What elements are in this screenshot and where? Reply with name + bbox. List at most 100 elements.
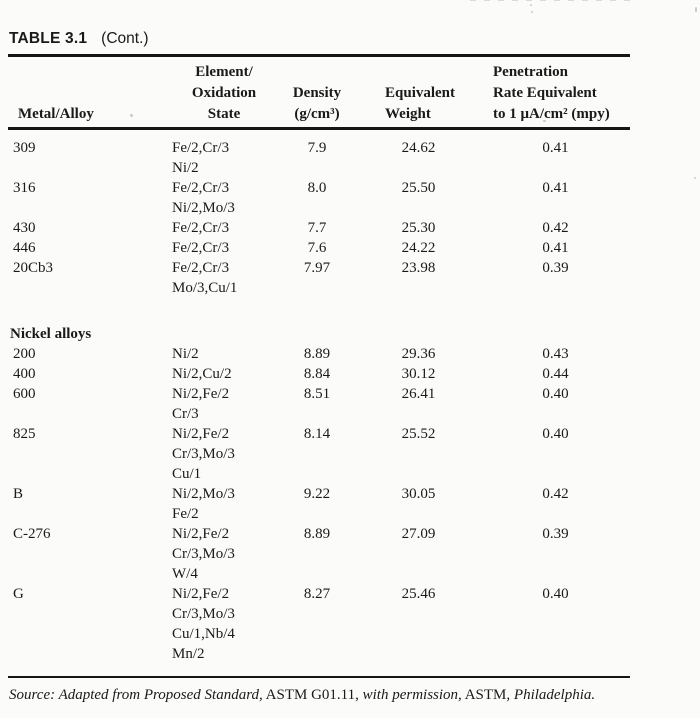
cell-oxidation-state: Fe/2,Cr/3 Mo/3,Cu/1	[170, 258, 278, 298]
rule-under-header	[8, 126, 630, 130]
cell-oxidation-state: Ni/2,Fe/2 Cr/3,Mo/3 Cu/1,Nb/4 Mn/2	[170, 584, 278, 664]
cell-metal-alloy: 446	[13, 239, 36, 256]
cell-density: 9.22	[303, 485, 331, 502]
cell-equivalent-weight: 23.98	[401, 259, 436, 276]
oxidation-state-line: Ni/2,Fe/2	[172, 585, 230, 602]
cell-penetration-rate: 0.40	[542, 425, 569, 442]
cell-equivalent-weight: 27.09	[401, 525, 436, 542]
cell-equivalent-weight: 26.41	[401, 385, 436, 402]
oxidation-state-line: Mn/2	[172, 645, 205, 662]
cell-density: 8.84	[303, 365, 331, 382]
header-line: Rate Equivalent	[493, 84, 597, 101]
table-title-continuation: (Cont.)	[101, 30, 149, 47]
cell-equivalent-weight: 30.05	[401, 485, 436, 502]
oxidation-state-line: Ni/2,Fe/2	[172, 525, 230, 542]
table-title: TABLE 3.1 (Cont.)	[9, 30, 630, 48]
table-row: 309 Fe/2,Cr/3 Ni/2 7.9 24.62 0.41	[8, 138, 630, 178]
cell-oxidation-state: Ni/2,Cu/2	[170, 364, 278, 384]
cell-density: 8.51	[303, 385, 331, 402]
oxidation-state-line: Fe/2,Cr/3	[172, 239, 230, 256]
oxidation-state-line: Cu/1	[172, 465, 202, 482]
header-line: Oxidation	[191, 84, 257, 101]
table-row: 200 Ni/2 8.89 29.36 0.43	[8, 344, 630, 364]
table-row: B Ni/2,Mo/3 Fe/2 9.22 30.05 0.42	[8, 484, 630, 524]
cell-density: 7.7	[307, 219, 327, 236]
cell-metal-alloy: 600	[13, 385, 36, 402]
rule-under-title	[8, 54, 630, 57]
section-header: Nickel alloys	[10, 325, 92, 342]
scan-artifact	[695, 7, 697, 12]
cell-metal-alloy: 309	[13, 139, 36, 156]
cell-penetration-rate: 0.43	[542, 345, 569, 362]
cell-metal-alloy: 316	[13, 179, 36, 196]
column-header-penetration-rate: Penetration Rate Equivalent to 1 μA/cm² …	[481, 62, 630, 125]
cell-oxidation-state: Fe/2,Cr/3	[170, 238, 278, 258]
cell-density: 8.27	[303, 585, 331, 602]
table-row: 825 Ni/2,Fe/2 Cr/3,Mo/3 Cu/1 8.14 25.52 0.40	[8, 424, 630, 484]
oxidation-state-line: W/4	[172, 565, 198, 582]
oxidation-state-line: Ni/2,Cu/2	[172, 365, 232, 382]
oxidation-state-line: Ni/2,Fe/2	[172, 425, 230, 442]
scan-artifact	[543, 120, 546, 122]
oxidation-state-line: Cr/3,Mo/3	[172, 545, 235, 562]
table-header-row: Metal/Alloy Element/ Oxidation State Den…	[8, 57, 630, 127]
cell-equivalent-weight: 24.22	[401, 239, 436, 256]
cell-penetration-rate: 0.39	[542, 259, 569, 276]
table-row: 400 Ni/2,Cu/2 8.84 30.12 0.44	[8, 364, 630, 384]
column-header-element-oxidation-state: Element/ Oxidation State	[170, 62, 278, 125]
header-line: State	[207, 105, 241, 122]
cell-equivalent-weight: 29.36	[401, 345, 436, 362]
source-segment: ASTM G01.11,	[262, 687, 363, 703]
cell-metal-alloy: B	[13, 485, 24, 502]
oxidation-state-line: Ni/2,Mo/3	[172, 199, 235, 216]
scan-artifact	[530, 4, 532, 6]
oxidation-state-line: Mo/3,Cu/1	[172, 279, 238, 296]
cell-density: 8.14	[303, 425, 331, 442]
cell-metal-alloy: 20Cb3	[13, 259, 54, 276]
cell-oxidation-state: Ni/2,Fe/2 Cr/3,Mo/3 W/4	[170, 524, 278, 584]
table-title-number: TABLE 3.1	[9, 30, 88, 47]
cell-metal-alloy: 430	[13, 219, 36, 236]
cell-density: 8.89	[303, 525, 331, 542]
oxidation-state-line: Ni/2,Mo/3	[172, 485, 235, 502]
scan-artifact	[531, 11, 533, 13]
table-row: 600 Ni/2,Fe/2 Cr/3 8.51 26.41 0.40	[8, 384, 630, 424]
cell-oxidation-state: Fe/2,Cr/3	[170, 218, 278, 238]
oxidation-state-line: Cu/1,Nb/4	[172, 625, 235, 642]
oxidation-state-line: Cr/3,Mo/3	[172, 445, 235, 462]
source-line: Source: Adapted from Proposed Standard, …	[8, 686, 630, 705]
header-line: (g/cm³)	[294, 105, 340, 122]
cell-penetration-rate: 0.40	[542, 585, 569, 602]
cell-metal-alloy: 200	[13, 345, 36, 362]
oxidation-state-line: Fe/2,Cr/3	[172, 139, 230, 156]
source-segment: Philadelphia.	[513, 687, 596, 703]
oxidation-state-line: Cr/3	[172, 405, 199, 422]
cell-density: 8.89	[303, 345, 331, 362]
table-row: C-276 Ni/2,Fe/2 Cr/3,Mo/3 W/4 8.89 27.09 0.39	[8, 524, 630, 584]
column-header-metal-alloy: Metal/Alloy	[8, 62, 170, 125]
cell-metal-alloy: C-276	[13, 525, 51, 542]
source-segment: with permission,	[362, 687, 462, 703]
cell-oxidation-state: Ni/2,Fe/2 Cr/3	[170, 384, 278, 424]
table-row: 316 Fe/2,Cr/3 Ni/2,Mo/3 8.0 25.50 0.41	[8, 178, 630, 218]
cell-penetration-rate: 0.44	[542, 365, 569, 382]
cell-penetration-rate: 0.41	[542, 179, 569, 196]
header-line: Penetration	[493, 63, 568, 80]
source-segment: Source: Adapted from Proposed Standard,	[9, 687, 263, 703]
cell-penetration-rate: 0.41	[542, 139, 569, 156]
cell-oxidation-state: Fe/2,Cr/3 Ni/2,Mo/3	[170, 178, 278, 218]
oxidation-state-line: Fe/2	[172, 505, 199, 522]
scan-artifact	[470, 0, 630, 1]
oxidation-state-line: Fe/2,Cr/3	[172, 219, 230, 236]
header-line: Metal/Alloy	[18, 105, 94, 122]
header-line: Density	[292, 84, 342, 101]
cell-oxidation-state: Ni/2,Mo/3 Fe/2	[170, 484, 278, 524]
cell-density: 7.97	[303, 259, 331, 276]
oxidation-state-line: Fe/2,Cr/3	[172, 259, 230, 276]
cell-penetration-rate: 0.42	[542, 485, 569, 502]
cell-density: 8.0	[307, 179, 327, 196]
cell-metal-alloy: G	[13, 585, 24, 602]
cell-equivalent-weight: 30.12	[401, 365, 436, 382]
header-line: to 1 μA/cm² (mpy)	[493, 105, 610, 122]
oxidation-state-line: Ni/2	[172, 345, 199, 362]
